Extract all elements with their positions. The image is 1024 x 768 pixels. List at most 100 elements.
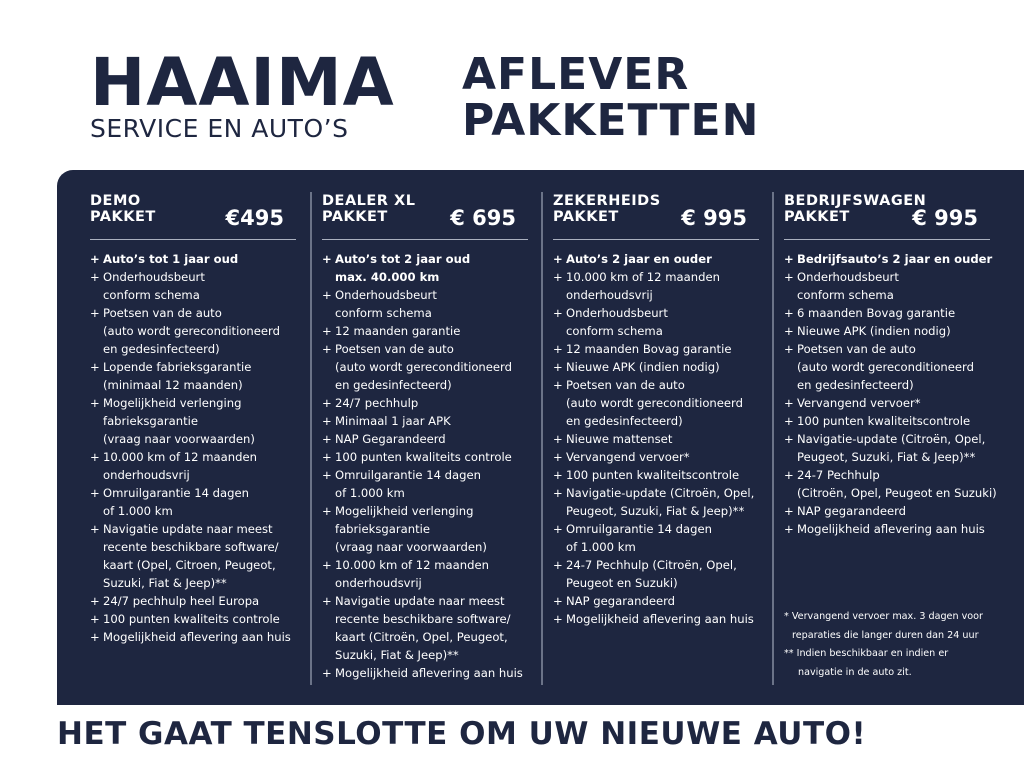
feature-item: 100 punten kwaliteitscontrole bbox=[553, 466, 759, 484]
footnote-2-cont: navigatie in de auto zit. bbox=[798, 666, 912, 678]
feature-line: (auto wordt gereconditioneerd bbox=[335, 360, 512, 374]
feature-line: Peugeot, Suzuki, Fiat & Jeep)** bbox=[797, 450, 976, 464]
package-name: DEMO bbox=[90, 193, 141, 209]
feature-item: Poetsen van de auto (auto wordt gerecondi… bbox=[322, 340, 528, 394]
feature-item: Omruilgarantie 14 dagen of 1.000 km bbox=[553, 520, 759, 556]
feature-line: Peugeot en Suzuki) bbox=[566, 576, 678, 590]
feature-line: Auto’s tot 1 jaar oud bbox=[103, 252, 239, 266]
feature-item: 10.000 km of 12 maanden onderhoudsvrij bbox=[553, 268, 759, 304]
feature-item: Navigatie update naar meest recente besch… bbox=[90, 520, 296, 592]
feature-item: 12 maanden Bovag garantie bbox=[553, 340, 759, 358]
feature-line: conform schema bbox=[566, 324, 663, 338]
package-price: € 695 bbox=[450, 206, 516, 230]
feature-line: Suzuki, Fiat & Jeep)** bbox=[103, 576, 227, 590]
feature-line: Mogelijkheid aflevering aan huis bbox=[103, 630, 291, 644]
feature-line: Poetsen van de auto bbox=[797, 342, 916, 356]
feature-line: fabrieksgarantie bbox=[335, 522, 431, 536]
feature-line: (auto wordt gereconditioneerd bbox=[797, 360, 974, 374]
footnotes: * Vervangend vervoer max. 3 dagen voor r… bbox=[784, 608, 983, 682]
feature-line: NAP gegarandeerd bbox=[797, 504, 907, 518]
package-name-suffix: PAKKET bbox=[90, 209, 156, 225]
feature-item: Mogelijkheid verlenging fabrieksgarantie (… bbox=[322, 502, 528, 556]
feature-line: (auto wordt gereconditioneerd bbox=[566, 396, 743, 410]
feature-line: conform schema bbox=[103, 288, 200, 302]
package-header: DEALER XL PAKKET € 695 bbox=[322, 193, 528, 240]
feature-item: 100 punten kwaliteitscontrole bbox=[784, 412, 990, 430]
footnote-1-cont: reparaties die langer duren dan 24 uur bbox=[792, 629, 979, 641]
feature-line: fabrieksgarantie bbox=[103, 414, 199, 428]
feature-line: Vervangend vervoer* bbox=[797, 396, 921, 410]
feature-item: Onderhoudsbeurt conform schema bbox=[553, 304, 759, 340]
feature-line: (vraag naar voorwaarden) bbox=[335, 540, 487, 554]
feature-line: Onderhoudsbeurt bbox=[103, 270, 205, 284]
feature-line: of 1.000 km bbox=[335, 486, 405, 500]
feature-line: Omruilgarantie 14 dagen bbox=[566, 522, 712, 536]
feature-line: Peugeot, Suzuki, Fiat & Jeep)** bbox=[566, 504, 745, 518]
feature-item: 10.000 km of 12 maanden onderhoudsvrij bbox=[90, 448, 296, 484]
feature-item: 100 punten kwaliteits controle bbox=[322, 448, 528, 466]
feature-line: of 1.000 km bbox=[103, 504, 173, 518]
package-price: €495 bbox=[225, 206, 284, 230]
feature-line: max. 40.000 km bbox=[335, 270, 440, 284]
feature-line: (auto wordt gereconditioneerd bbox=[103, 324, 280, 338]
package-name: DEALER XL bbox=[322, 193, 416, 209]
feature-line: Auto’s tot 2 jaar oud bbox=[335, 252, 471, 266]
feature-line: Onderhoudsbeurt bbox=[335, 288, 437, 302]
feature-line: kaart (Opel, Citroen, Peugeot, bbox=[103, 558, 276, 572]
feature-item: Omruilgarantie 14 dagen of 1.000 km bbox=[90, 484, 296, 520]
package-name: BEDRIJFSWAGEN bbox=[784, 193, 927, 209]
feature-line: 100 punten kwaliteitscontrole bbox=[797, 414, 971, 428]
feature-item: NAP gegarandeerd bbox=[553, 592, 759, 610]
feature-item: 100 punten kwaliteits controle bbox=[90, 610, 296, 628]
feature-line: conform schema bbox=[797, 288, 894, 302]
feature-line: Suzuki, Fiat & Jeep)** bbox=[335, 648, 459, 662]
feature-item: Auto’s 2 jaar en ouder bbox=[553, 250, 759, 268]
feature-line: onderhoudsvrij bbox=[103, 468, 190, 482]
feature-item: Navigatie update naar meest recente besch… bbox=[322, 592, 528, 664]
feature-item: Poetsen van de auto (auto wordt gerecondi… bbox=[784, 340, 990, 394]
footnote-1: * Vervangend vervoer max. 3 dagen voor bbox=[784, 611, 983, 622]
feature-line: Poetsen van de auto bbox=[335, 342, 454, 356]
feature-line: 10.000 km of 12 maanden bbox=[335, 558, 489, 572]
feature-line: en gedesinfecteerd) bbox=[566, 414, 683, 428]
feature-line: en gedesinfecteerd) bbox=[335, 378, 452, 392]
package-features: Auto’s tot 1 jaar oud Onderhoudsbeurt conf… bbox=[90, 250, 296, 646]
feature-item: Bedrijfsauto’s 2 jaar en ouder bbox=[784, 250, 992, 268]
feature-line: 24-7 Pechhulp (Citroën, Opel, bbox=[566, 558, 737, 572]
package-features: Auto’s 2 jaar en ouder 10.000 km of 12 ma… bbox=[553, 250, 759, 628]
feature-item: NAP Gegarandeerd bbox=[322, 430, 528, 448]
feature-line: NAP Gegarandeerd bbox=[335, 432, 446, 446]
feature-item: Onderhoudsbeurt conform schema bbox=[784, 268, 990, 304]
feature-line: Poetsen van de auto bbox=[103, 306, 222, 320]
feature-item: Mogelijkheid verlenging fabrieksgarantie (… bbox=[90, 394, 296, 448]
feature-line: en gedesinfecteerd) bbox=[797, 378, 914, 392]
logo-wordmark: HAAIMA bbox=[90, 44, 395, 121]
feature-item: 6 maanden Bovag garantie bbox=[784, 304, 990, 322]
feature-line: Vervangend vervoer* bbox=[566, 450, 690, 464]
feature-line: onderhoudsvrij bbox=[335, 576, 422, 590]
package-features: Auto’s tot 2 jaar oud max. 40.000 km Onder… bbox=[322, 250, 528, 682]
haaima-logo: HAAIMA SERVICE EN AUTO’S bbox=[90, 44, 395, 144]
feature-item: Navigatie-update (Citroën, Opel, Peugeot,… bbox=[784, 430, 990, 466]
packages-panel: * Vervangend vervoer max. 3 dagen voor r… bbox=[57, 170, 1024, 705]
feature-line: Mogelijkheid verlenging bbox=[103, 396, 242, 410]
feature-line: Nieuwe APK (indien nodig) bbox=[566, 360, 720, 374]
feature-line: NAP gegarandeerd bbox=[566, 594, 676, 608]
feature-line: Onderhoudsbeurt bbox=[797, 270, 899, 284]
package-header: DEMO PAKKET €495 bbox=[90, 193, 296, 240]
feature-item: Navigatie-update (Citroën, Opel, Peugeot,… bbox=[553, 484, 759, 520]
feature-item: Minimaal 1 jaar APK bbox=[322, 412, 528, 430]
feature-line: kaart (Citroën, Opel, Peugeot, bbox=[335, 630, 508, 644]
feature-item: 24-7 Pechhulp (Citroën, Opel, Peugeot en … bbox=[553, 556, 759, 592]
feature-line: 100 punten kwaliteits controle bbox=[335, 450, 512, 464]
feature-line: (Citroën, Opel, Peugeot en Suzuki) bbox=[797, 486, 997, 500]
feature-item: Vervangend vervoer* bbox=[784, 394, 990, 412]
feature-line: Lopende fabrieksgarantie bbox=[103, 360, 252, 374]
feature-item: Auto’s tot 2 jaar oud max. 40.000 km bbox=[322, 250, 528, 286]
feature-line: en gedesinfecteerd) bbox=[103, 342, 220, 356]
feature-line: Onderhoudsbeurt bbox=[566, 306, 668, 320]
column-divider bbox=[541, 192, 543, 685]
feature-line: Mogelijkheid verlenging bbox=[335, 504, 474, 518]
